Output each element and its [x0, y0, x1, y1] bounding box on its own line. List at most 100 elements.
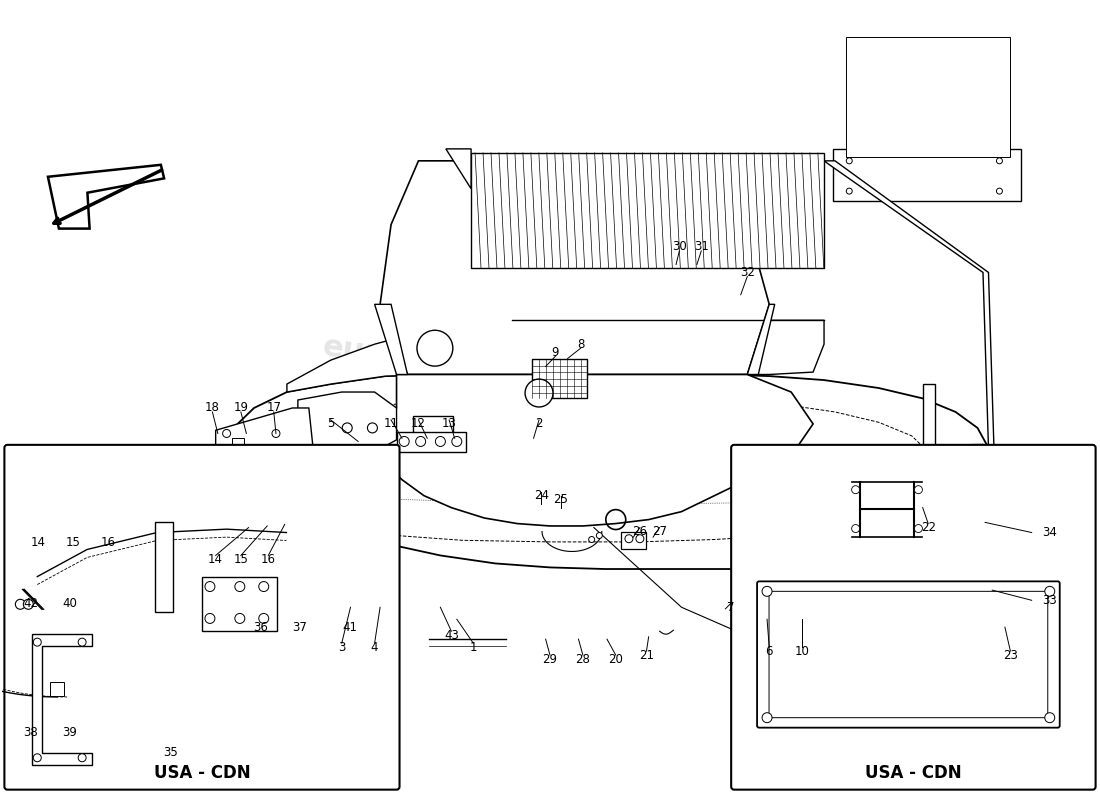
- Circle shape: [914, 525, 923, 533]
- Text: 19: 19: [233, 402, 249, 414]
- Text: eurospares: eurospares: [584, 332, 779, 388]
- Text: 7: 7: [727, 601, 735, 614]
- Text: 37: 37: [292, 621, 307, 634]
- Circle shape: [205, 582, 214, 591]
- Bar: [412, 416, 453, 451]
- Circle shape: [846, 188, 852, 194]
- Circle shape: [258, 614, 268, 623]
- Circle shape: [997, 158, 1002, 164]
- Circle shape: [636, 534, 644, 542]
- Circle shape: [846, 158, 852, 164]
- Circle shape: [436, 437, 446, 446]
- FancyBboxPatch shape: [757, 582, 1059, 728]
- Text: 4: 4: [371, 641, 378, 654]
- Circle shape: [762, 586, 772, 596]
- Text: 42: 42: [23, 597, 38, 610]
- Circle shape: [78, 754, 86, 762]
- Text: 5: 5: [327, 418, 334, 430]
- Circle shape: [23, 599, 33, 610]
- FancyBboxPatch shape: [732, 445, 1096, 790]
- Text: 15: 15: [66, 536, 81, 550]
- Text: 2: 2: [536, 418, 542, 430]
- Circle shape: [416, 437, 426, 446]
- Text: 41: 41: [342, 621, 358, 634]
- Text: 25: 25: [553, 493, 569, 506]
- Circle shape: [762, 713, 772, 722]
- Circle shape: [525, 379, 553, 407]
- Circle shape: [205, 614, 214, 623]
- Text: 27: 27: [652, 525, 667, 538]
- Circle shape: [399, 437, 409, 446]
- Circle shape: [78, 638, 86, 646]
- Polygon shape: [298, 392, 396, 452]
- Text: 3: 3: [338, 641, 345, 654]
- Circle shape: [367, 423, 377, 433]
- Bar: [621, 531, 646, 550]
- Circle shape: [33, 754, 42, 762]
- Circle shape: [222, 454, 231, 462]
- Text: 35: 35: [164, 746, 178, 759]
- Text: 26: 26: [632, 525, 648, 538]
- Text: eurospares: eurospares: [321, 332, 516, 388]
- Text: 13: 13: [442, 418, 456, 430]
- Text: 14: 14: [208, 553, 223, 566]
- Text: 10: 10: [794, 645, 810, 658]
- Circle shape: [258, 582, 268, 591]
- Circle shape: [851, 486, 859, 494]
- Polygon shape: [747, 304, 774, 374]
- Text: 11: 11: [384, 418, 398, 430]
- Circle shape: [272, 430, 279, 438]
- Text: 38: 38: [23, 726, 38, 739]
- Bar: [471, 153, 824, 269]
- Polygon shape: [216, 408, 315, 464]
- Text: 15: 15: [233, 553, 249, 566]
- Polygon shape: [32, 634, 92, 765]
- Text: 8: 8: [578, 338, 584, 350]
- Text: 20: 20: [608, 653, 624, 666]
- Text: USA - CDN: USA - CDN: [154, 764, 251, 782]
- Text: 32: 32: [740, 266, 755, 279]
- Circle shape: [1045, 713, 1055, 722]
- Circle shape: [625, 534, 632, 542]
- Circle shape: [272, 454, 279, 462]
- Bar: [747, 607, 778, 626]
- Bar: [923, 384, 935, 563]
- Circle shape: [417, 330, 453, 366]
- Text: 12: 12: [411, 418, 426, 430]
- Circle shape: [839, 464, 871, 496]
- Text: 9: 9: [552, 346, 559, 358]
- Bar: [846, 38, 1011, 157]
- Polygon shape: [381, 374, 813, 526]
- Text: 33: 33: [1042, 594, 1057, 607]
- Bar: [51, 682, 64, 695]
- Bar: [532, 358, 587, 398]
- Bar: [155, 522, 173, 612]
- Bar: [396, 432, 466, 452]
- Circle shape: [596, 533, 603, 538]
- Circle shape: [914, 486, 923, 494]
- Circle shape: [1045, 586, 1055, 596]
- Text: 18: 18: [205, 402, 220, 414]
- Text: 30: 30: [672, 241, 686, 254]
- Text: 22: 22: [921, 521, 936, 534]
- Polygon shape: [221, 374, 989, 569]
- Circle shape: [997, 188, 1002, 194]
- Text: 31: 31: [694, 241, 708, 254]
- Polygon shape: [824, 161, 994, 448]
- Text: 17: 17: [266, 402, 282, 414]
- Bar: [202, 577, 277, 631]
- Circle shape: [748, 608, 754, 614]
- Circle shape: [222, 430, 231, 438]
- Circle shape: [15, 599, 25, 610]
- Circle shape: [851, 525, 859, 533]
- Polygon shape: [381, 161, 769, 374]
- FancyBboxPatch shape: [769, 591, 1048, 718]
- Text: 1: 1: [470, 641, 477, 654]
- Polygon shape: [375, 304, 407, 374]
- Circle shape: [452, 437, 462, 446]
- Text: 16: 16: [101, 536, 117, 550]
- Circle shape: [234, 582, 245, 591]
- Text: 24: 24: [534, 489, 549, 502]
- Text: 43: 43: [444, 629, 459, 642]
- Text: 21: 21: [639, 649, 654, 662]
